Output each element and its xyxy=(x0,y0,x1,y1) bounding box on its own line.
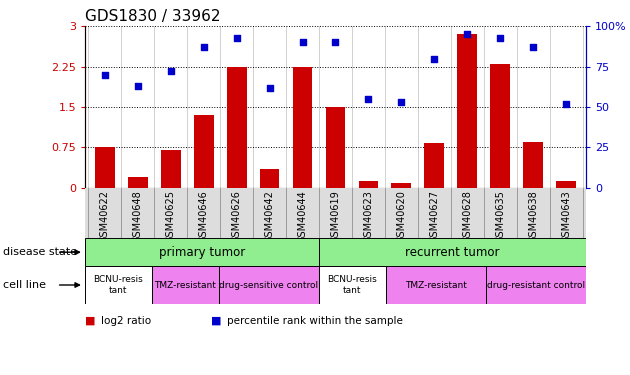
Point xyxy=(330,39,340,45)
Point xyxy=(198,44,209,50)
Point xyxy=(561,100,571,106)
Text: GSM40648: GSM40648 xyxy=(133,190,143,243)
Point xyxy=(396,99,406,105)
Text: TMZ-resistant: TMZ-resistant xyxy=(154,280,216,290)
Bar xyxy=(358,181,378,188)
Bar xyxy=(490,64,510,188)
Point xyxy=(528,44,538,50)
Text: GSM40627: GSM40627 xyxy=(429,190,439,243)
Point xyxy=(429,56,439,62)
Bar xyxy=(425,143,444,188)
Bar xyxy=(219,266,319,304)
Text: cell line: cell line xyxy=(3,280,46,290)
Bar xyxy=(391,183,411,188)
Point xyxy=(166,68,176,74)
Text: TMZ-resistant: TMZ-resistant xyxy=(404,280,467,290)
Point xyxy=(297,39,307,45)
Text: BCNU-resis
tant: BCNU-resis tant xyxy=(328,275,377,295)
Bar xyxy=(161,150,181,188)
Bar xyxy=(152,266,219,304)
Bar xyxy=(85,238,319,266)
Text: GSM40628: GSM40628 xyxy=(462,190,472,243)
Text: GSM40635: GSM40635 xyxy=(495,190,505,243)
Text: GDS1830 / 33962: GDS1830 / 33962 xyxy=(85,9,220,24)
Point xyxy=(462,32,472,38)
Text: ■: ■ xyxy=(85,316,96,326)
Text: GSM40626: GSM40626 xyxy=(232,190,242,243)
Text: GSM40638: GSM40638 xyxy=(528,190,538,243)
Bar xyxy=(293,67,312,188)
Text: ■: ■ xyxy=(211,316,222,326)
Bar xyxy=(194,115,214,188)
Point xyxy=(100,72,110,78)
Text: GSM40625: GSM40625 xyxy=(166,190,176,243)
Point xyxy=(364,96,374,102)
Bar xyxy=(386,266,486,304)
Text: GSM40642: GSM40642 xyxy=(265,190,275,243)
Bar xyxy=(524,142,543,188)
Bar xyxy=(457,34,477,188)
Bar xyxy=(556,181,576,188)
Text: GSM40622: GSM40622 xyxy=(100,190,110,243)
Text: GSM40643: GSM40643 xyxy=(561,190,571,243)
Bar xyxy=(85,266,152,304)
Bar xyxy=(319,238,586,266)
Point xyxy=(495,34,505,40)
Bar xyxy=(486,266,586,304)
Bar xyxy=(260,169,280,188)
Text: GSM40646: GSM40646 xyxy=(198,190,209,243)
Bar xyxy=(227,67,246,188)
Text: disease state: disease state xyxy=(3,247,77,257)
Point xyxy=(232,34,242,40)
Text: GSM40644: GSM40644 xyxy=(297,190,307,243)
Text: drug-resistant control: drug-resistant control xyxy=(487,280,585,290)
Text: log2 ratio: log2 ratio xyxy=(101,316,151,326)
Bar xyxy=(95,147,115,188)
Text: BCNU-resis
tant: BCNU-resis tant xyxy=(94,275,143,295)
Text: primary tumor: primary tumor xyxy=(159,246,245,259)
Text: GSM40623: GSM40623 xyxy=(364,190,374,243)
Text: percentile rank within the sample: percentile rank within the sample xyxy=(227,316,403,326)
Bar xyxy=(128,177,147,188)
Text: GSM40620: GSM40620 xyxy=(396,190,406,243)
Text: recurrent tumor: recurrent tumor xyxy=(405,246,500,259)
Text: GSM40619: GSM40619 xyxy=(331,190,340,243)
Point xyxy=(265,84,275,90)
Point xyxy=(133,83,143,89)
Text: drug-sensitive control: drug-sensitive control xyxy=(219,280,318,290)
Bar xyxy=(326,107,345,188)
Bar xyxy=(319,266,386,304)
